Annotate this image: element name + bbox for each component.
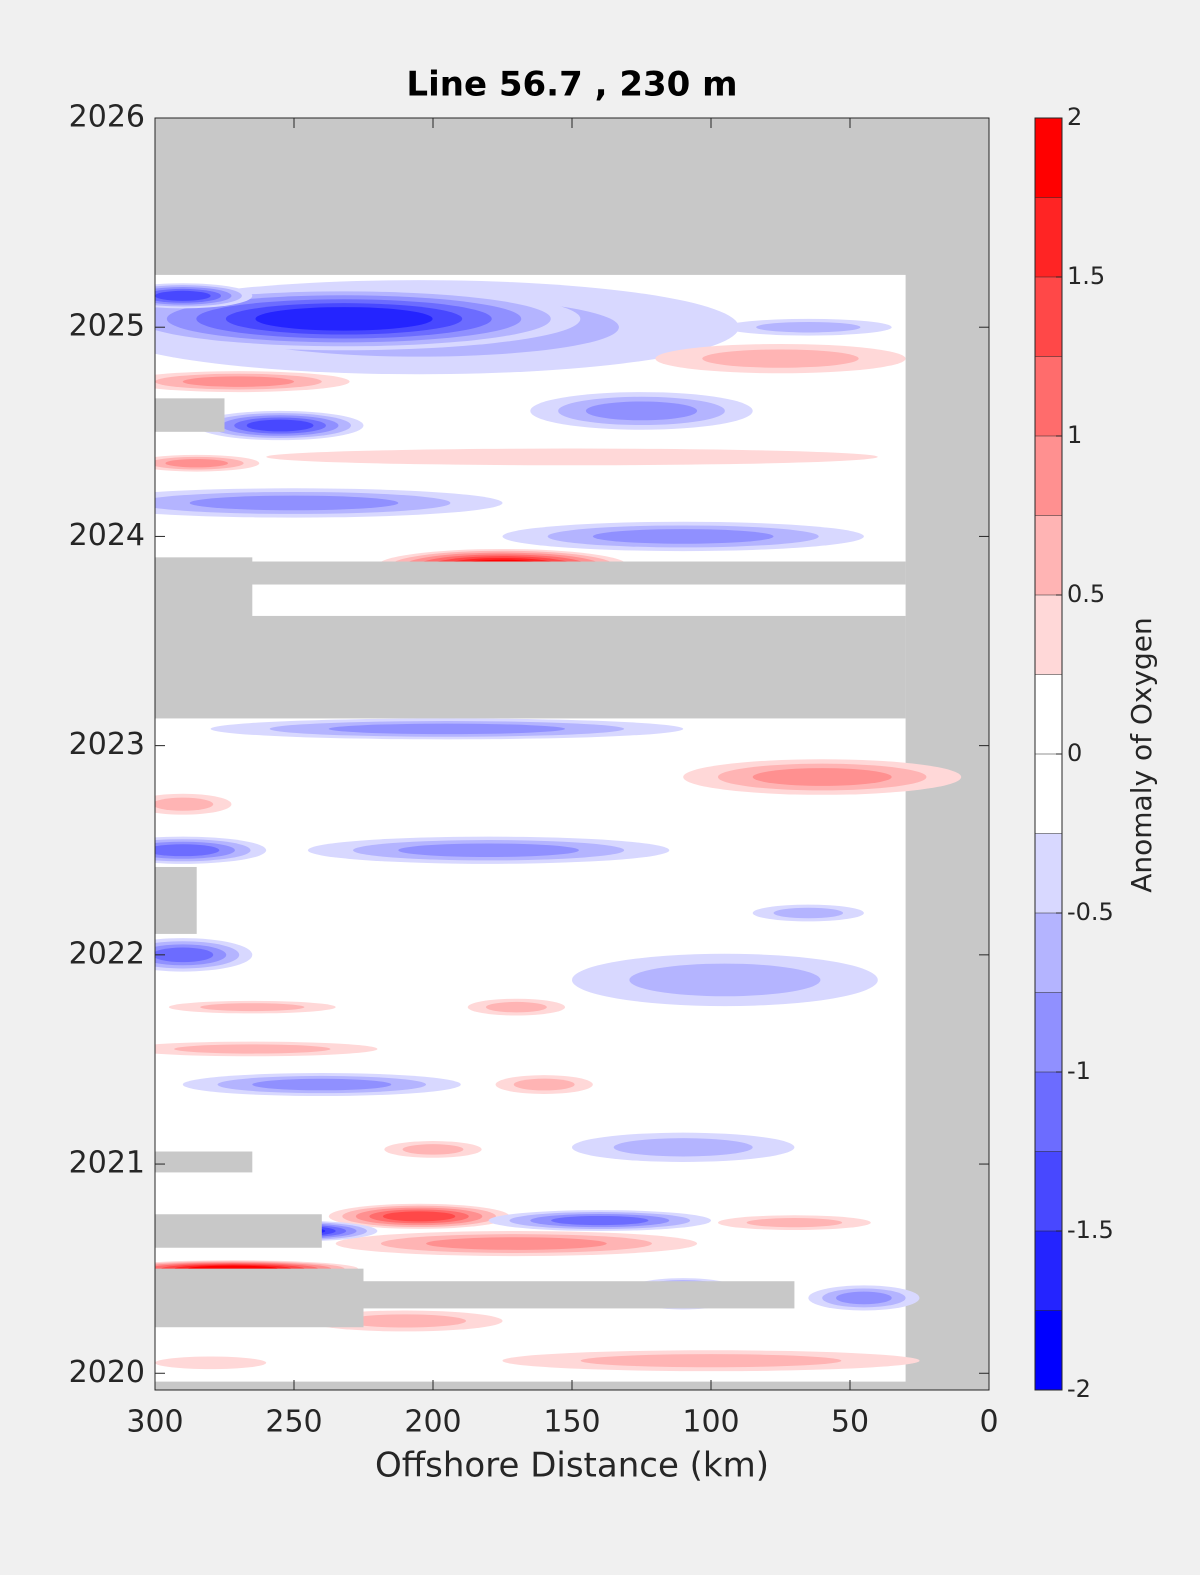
- contour-level: [155, 844, 220, 857]
- x-tick-label: 300: [126, 1405, 183, 1440]
- contour-level: [165, 459, 228, 468]
- x-tick-label: 100: [682, 1405, 739, 1440]
- y-tick-label: 2022: [69, 936, 145, 971]
- colorbar-tick-label: 2: [1067, 103, 1082, 131]
- colorbar-band: [1035, 595, 1062, 675]
- contour-level: [344, 1314, 467, 1328]
- contour-level: [155, 947, 214, 963]
- contour-level: [266, 448, 878, 466]
- contour-level: [398, 843, 579, 858]
- colorbar-band: [1035, 515, 1062, 595]
- contour-level: [773, 907, 844, 919]
- contour-level: [426, 1237, 607, 1250]
- missing-data: [155, 557, 253, 621]
- x-tick-label: 150: [543, 1405, 600, 1440]
- missing-data: [155, 561, 906, 585]
- colorbar-band: [1035, 197, 1062, 277]
- contour-level: [182, 376, 294, 387]
- x-tick-label: 250: [265, 1405, 322, 1440]
- contour-level: [402, 1144, 464, 1155]
- contour-level: [485, 1001, 547, 1013]
- colorbar-tick-label: -2: [1067, 1375, 1091, 1403]
- missing-data: [155, 615, 906, 719]
- contour-level: [702, 349, 859, 368]
- y-tick-label: 2021: [69, 1146, 145, 1181]
- contour-level: [246, 419, 314, 432]
- contour-level: [580, 1354, 842, 1368]
- contour-level: [155, 290, 211, 301]
- colorbar-label: Anomaly of Oxygen: [1125, 617, 1158, 893]
- y-tick-label: 2024: [69, 518, 145, 553]
- contour-level: [382, 1211, 456, 1222]
- missing-data: [155, 1214, 322, 1248]
- x-tick-label: 200: [404, 1405, 461, 1440]
- missing-data: [155, 866, 197, 934]
- contour-level: [200, 1003, 305, 1012]
- contour-level: [174, 1044, 331, 1054]
- colorbar-band: [1035, 1231, 1062, 1311]
- colorbar-band: [1035, 277, 1062, 357]
- colorbar-band: [1035, 1310, 1062, 1390]
- x-axis-label: Offshore Distance (km): [375, 1446, 769, 1486]
- y-tick-label: 2020: [69, 1355, 145, 1390]
- missing-data: [155, 398, 225, 432]
- colorbar-band: [1035, 833, 1062, 913]
- contour-level: [592, 529, 774, 544]
- colorbar-band: [1035, 118, 1062, 198]
- missing-data: [155, 1151, 253, 1173]
- colorbar-tick-label: -1.5: [1067, 1216, 1114, 1244]
- contour-level: [629, 963, 821, 997]
- x-tick-label: 50: [831, 1405, 869, 1440]
- colorbar-band: [1035, 356, 1062, 436]
- contour-level: [836, 1291, 892, 1305]
- contour-level: [551, 1215, 649, 1226]
- y-tick-label: 2023: [69, 727, 145, 762]
- contour-level: [189, 495, 399, 511]
- colorbar-band: [1035, 1151, 1062, 1231]
- colorbar-tick-label: 1.5: [1067, 262, 1105, 290]
- colorbar-band: [1035, 913, 1062, 993]
- colorbar-band: [1035, 436, 1062, 516]
- plot-area: [155, 118, 989, 1390]
- colorbar-tick-label: 0: [1067, 739, 1082, 767]
- contour-level: [752, 768, 892, 786]
- contour-level: [252, 1078, 392, 1091]
- contour-level: [756, 321, 861, 333]
- y-tick-label: 2025: [69, 309, 145, 344]
- colorbar-band: [1035, 674, 1062, 754]
- colorbar-tick-label: -1: [1067, 1057, 1091, 1085]
- contour-level: [585, 401, 698, 421]
- missing-data: [155, 1268, 364, 1328]
- contour-level: [328, 723, 566, 735]
- colorbar-tick-label: 0.5: [1067, 580, 1105, 608]
- colorbar-band: [1035, 1072, 1062, 1152]
- colorbar-band: [1035, 992, 1062, 1072]
- contour-level: [155, 797, 214, 811]
- colorbar-tick-label: -0.5: [1067, 898, 1114, 926]
- colorbar-band: [1035, 754, 1062, 834]
- contour-level: [613, 1138, 753, 1157]
- chart-title: Line 56.7 , 230 m: [406, 65, 737, 105]
- contour-level: [155, 1356, 267, 1370]
- colorbar-tick-label: 1: [1067, 421, 1082, 449]
- x-tick-label: 0: [979, 1405, 998, 1440]
- contour-level: [746, 1218, 843, 1228]
- contour-level: [513, 1078, 575, 1091]
- y-tick-label: 2026: [69, 100, 145, 135]
- contour-level: [255, 307, 433, 331]
